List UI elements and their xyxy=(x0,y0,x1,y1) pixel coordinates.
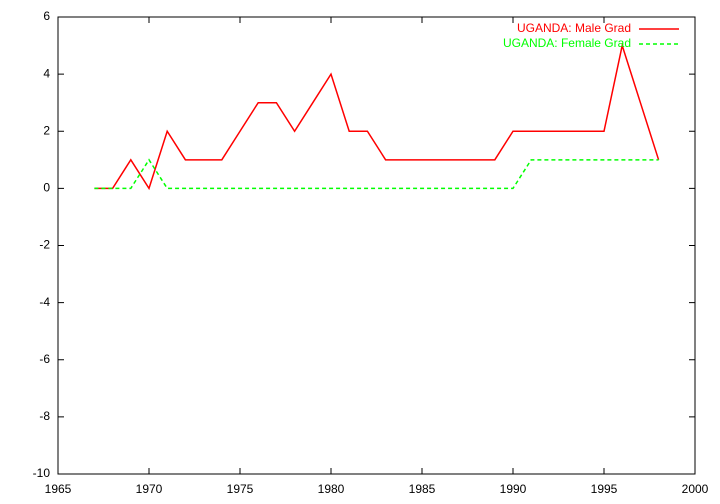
y-tick-label: -8 xyxy=(39,409,50,423)
x-tick-label: 1980 xyxy=(318,482,345,496)
legend-label: UGANDA: Female Grad xyxy=(503,36,631,50)
y-tick-label: -6 xyxy=(39,352,50,366)
y-tick-label: -10 xyxy=(33,466,51,480)
series-line xyxy=(94,158,659,190)
x-tick-label: 1965 xyxy=(45,482,72,496)
y-tick-label: 6 xyxy=(43,9,50,23)
y-tick-label: 4 xyxy=(43,66,50,80)
series-line xyxy=(94,42,660,191)
x-tick-label: 1985 xyxy=(409,482,436,496)
plot-border xyxy=(57,16,696,475)
x-tick-label: 1975 xyxy=(227,482,254,496)
y-tick-label: -4 xyxy=(39,295,50,309)
y-tick-label: 0 xyxy=(43,181,50,195)
legend-label: UGANDA: Male Grad xyxy=(517,21,631,35)
x-tick-label: 2000 xyxy=(682,482,709,496)
x-tick-label: 1995 xyxy=(591,482,618,496)
y-tick-label: 2 xyxy=(43,123,50,137)
y-tick-label: -2 xyxy=(39,238,50,252)
x-tick-label: 1990 xyxy=(500,482,527,496)
x-tick-label: 1970 xyxy=(136,482,163,496)
